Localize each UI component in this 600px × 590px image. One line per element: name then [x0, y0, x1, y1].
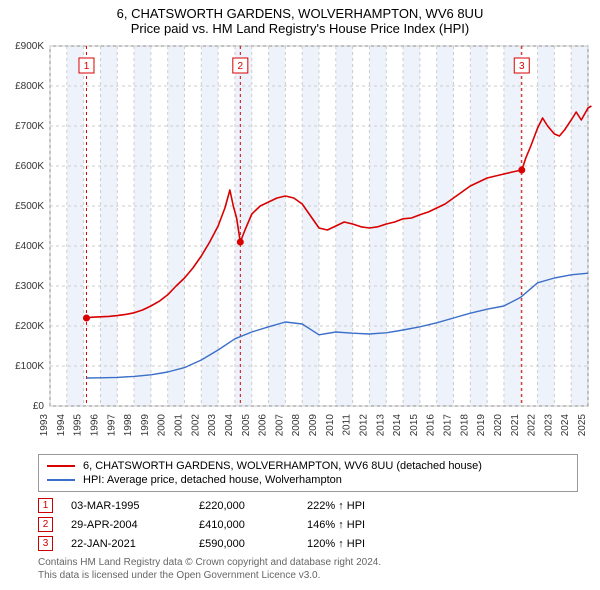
- svg-text:2023: 2023: [543, 414, 554, 437]
- svg-text:1995: 1995: [73, 414, 84, 437]
- event-date: 03-MAR-1995: [71, 500, 181, 512]
- svg-text:2016: 2016: [426, 414, 437, 437]
- svg-text:£700K: £700K: [15, 121, 44, 132]
- svg-text:£900K: £900K: [15, 41, 44, 52]
- svg-text:2017: 2017: [443, 414, 454, 437]
- chart-container: 6, CHATSWORTH GARDENS, WOLVERHAMPTON, WV…: [0, 0, 600, 582]
- event-price: £590,000: [199, 538, 289, 550]
- legend-item-price: 6, CHATSWORTH GARDENS, WOLVERHAMPTON, WV…: [47, 459, 569, 473]
- legend-swatch-hpi: [47, 479, 75, 481]
- svg-text:2025: 2025: [577, 414, 588, 437]
- svg-text:2008: 2008: [291, 414, 302, 437]
- event-marker: 2: [38, 517, 53, 532]
- svg-text:2024: 2024: [560, 414, 571, 437]
- svg-text:2011: 2011: [342, 414, 353, 436]
- svg-text:2012: 2012: [358, 414, 369, 437]
- svg-text:2001: 2001: [174, 414, 185, 437]
- legend-item-hpi: HPI: Average price, detached house, Wolv…: [47, 473, 569, 487]
- chart-subtitle: Price paid vs. HM Land Registry's House …: [10, 21, 590, 36]
- event-hpi: 120% ↑ HPI: [307, 538, 578, 550]
- svg-text:1993: 1993: [39, 414, 50, 437]
- event-price: £410,000: [199, 519, 289, 531]
- svg-text:2: 2: [238, 61, 244, 72]
- svg-text:2019: 2019: [476, 414, 487, 437]
- chart-title: 6, CHATSWORTH GARDENS, WOLVERHAMPTON, WV…: [10, 6, 590, 21]
- event-hpi: 146% ↑ HPI: [307, 519, 578, 531]
- event-date: 29-APR-2004: [71, 519, 181, 531]
- svg-text:£500K: £500K: [15, 201, 44, 212]
- svg-text:1996: 1996: [89, 414, 100, 437]
- svg-text:2020: 2020: [493, 414, 504, 437]
- event-hpi: 222% ↑ HPI: [307, 500, 578, 512]
- event-list: 1 03-MAR-1995 £220,000 222% ↑ HPI 2 29-APR-20…: [38, 496, 578, 553]
- svg-text:£300K: £300K: [15, 281, 44, 292]
- chart-svg: £0 £100K £200K £300K £400K £500K £600K £700K £80…: [0, 38, 600, 448]
- title-block: 6, CHATSWORTH GARDENS, WOLVERHAMPTON, WV…: [0, 0, 600, 38]
- svg-text:2006: 2006: [258, 414, 269, 437]
- svg-text:2014: 2014: [392, 414, 403, 437]
- svg-text:2007: 2007: [274, 414, 285, 437]
- event-row: 3 22-JAN-2021 £590,000 120% ↑ HPI: [38, 534, 578, 553]
- svg-text:2000: 2000: [157, 414, 168, 437]
- svg-text:2005: 2005: [241, 414, 252, 437]
- legend-label-hpi: HPI: Average price, detached house, Wolv…: [83, 474, 342, 486]
- svg-text:£600K: £600K: [15, 161, 44, 172]
- svg-text:2009: 2009: [308, 414, 319, 437]
- event-row: 2 29-APR-2004 £410,000 146% ↑ HPI: [38, 515, 578, 534]
- event-date: 22-JAN-2021: [71, 538, 181, 550]
- footnote-line-1: Contains HM Land Registry data © Crown c…: [38, 557, 578, 570]
- svg-text:2018: 2018: [459, 414, 470, 437]
- legend: 6, CHATSWORTH GARDENS, WOLVERHAMPTON, WV…: [38, 454, 578, 492]
- svg-text:1: 1: [84, 61, 90, 72]
- event-marker: 1: [38, 498, 53, 513]
- legend-swatch-price: [47, 465, 75, 467]
- svg-text:2015: 2015: [409, 414, 420, 437]
- event-row: 1 03-MAR-1995 £220,000 222% ↑ HPI: [38, 496, 578, 515]
- svg-text:2022: 2022: [527, 414, 538, 437]
- svg-text:£0: £0: [33, 401, 45, 412]
- legend-label-price: 6, CHATSWORTH GARDENS, WOLVERHAMPTON, WV…: [83, 460, 482, 472]
- svg-text:2013: 2013: [375, 414, 386, 437]
- svg-text:£100K: £100K: [15, 361, 44, 372]
- event-marker: 3: [38, 536, 53, 551]
- svg-text:2021: 2021: [510, 414, 521, 437]
- svg-text:2002: 2002: [190, 414, 201, 437]
- footnote: Contains HM Land Registry data © Crown c…: [38, 557, 578, 582]
- svg-text:2003: 2003: [207, 414, 218, 437]
- svg-text:1999: 1999: [140, 414, 151, 437]
- svg-text:1997: 1997: [106, 414, 117, 437]
- svg-text:£400K: £400K: [15, 241, 44, 252]
- svg-text:3: 3: [519, 61, 525, 72]
- svg-text:£200K: £200K: [15, 321, 44, 332]
- svg-text:1994: 1994: [56, 414, 67, 437]
- svg-text:£800K: £800K: [15, 81, 44, 92]
- event-price: £220,000: [199, 500, 289, 512]
- svg-text:1998: 1998: [123, 414, 134, 437]
- svg-text:2010: 2010: [325, 414, 336, 437]
- footnote-line-2: This data is licensed under the Open Gov…: [38, 570, 578, 583]
- svg-text:2004: 2004: [224, 414, 235, 437]
- chart-plot: £0 £100K £200K £300K £400K £500K £600K £700K £80…: [0, 38, 600, 448]
